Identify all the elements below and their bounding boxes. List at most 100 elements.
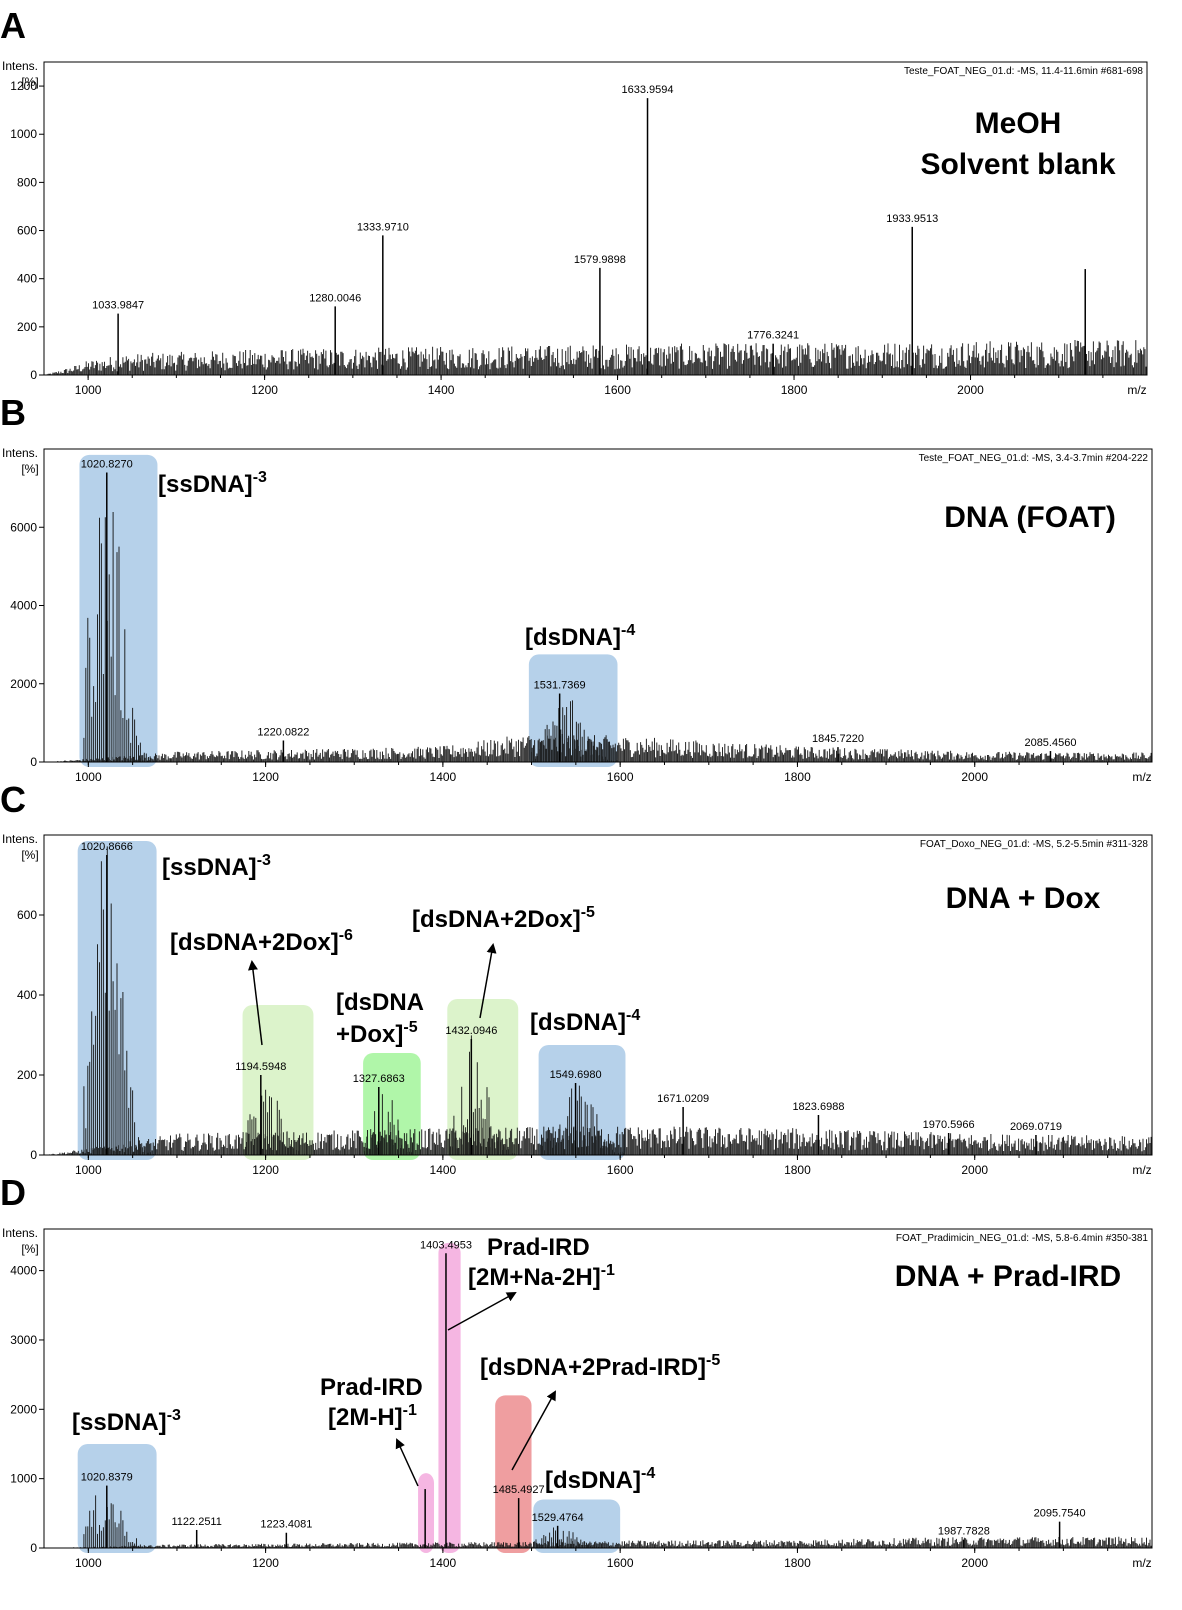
y-tick-label: 6000: [10, 520, 37, 534]
highlight-region: [438, 1242, 461, 1553]
x-tick-label: 1000: [75, 1163, 102, 1177]
plot-frame: [43, 1228, 1153, 1549]
x-axis-label: m/z: [1127, 383, 1146, 397]
annotation-label: Prad-IRD: [320, 1374, 423, 1401]
annotation-arrow: [395, 1438, 419, 1487]
peak-label: 1220.0822: [257, 726, 309, 738]
x-tick-label: 1200: [251, 383, 278, 397]
x-tick-label: 2000: [961, 1163, 988, 1177]
annotation-label: [2M+Na-2H]-1: [468, 1262, 615, 1291]
y-tick-label: 4000: [10, 599, 37, 613]
peak-label: 1845.7220: [812, 733, 864, 745]
panel-letter: A: [0, 5, 26, 46]
x-tick-label: 1000: [75, 770, 102, 784]
panel-title: DNA (FOAT): [944, 501, 1116, 534]
highlight-region: [495, 1395, 532, 1553]
peak-label: 1122.2511: [171, 1516, 221, 1528]
annotation-arrow: [247, 960, 263, 1046]
peak-label: 1020.8666: [81, 841, 133, 853]
x-tick-label: 1400: [430, 770, 457, 784]
y-axis-label: Intens.: [2, 446, 38, 460]
y-axis-label: Intens.: [2, 1226, 38, 1240]
peak-label: 1020.8379: [81, 1472, 133, 1484]
y-tick-label: 0: [30, 368, 37, 382]
x-tick-label: 1000: [75, 383, 102, 397]
region-label: [dsDNA]-4: [525, 622, 635, 651]
peak-label: 1327.6863: [353, 1073, 405, 1085]
peak-label: 1280.0046: [309, 292, 361, 304]
region-label: [ssDNA]-3: [162, 852, 271, 881]
spectrum-header: Teste_FOAT_NEG_01.d: -MS, 3.4-3.7min #20…: [919, 453, 1149, 464]
x-tick-label: 1800: [784, 1163, 811, 1177]
x-tick-label: 1800: [784, 1556, 811, 1570]
y-tick-label: 1000: [10, 1472, 37, 1486]
panel-letter: C: [0, 779, 26, 820]
peak-label: 1194.5948: [235, 1061, 286, 1073]
x-tick-label: 1600: [607, 1163, 634, 1177]
panel-title: DNA + Prad-IRD: [895, 1260, 1121, 1293]
y-axis-unit: [%]: [21, 75, 38, 89]
annotation-label: [dsDNA+2Prad-IRD]-5: [480, 1352, 720, 1381]
region-label: [dsDNA]-4: [545, 1465, 655, 1494]
x-tick-label: 1600: [607, 770, 634, 784]
y-tick-label: 400: [17, 988, 37, 1002]
x-tick-label: 2000: [961, 1556, 988, 1570]
peak-label: 1020.8270: [81, 458, 133, 470]
x-tick-label: 1200: [252, 770, 279, 784]
peak-label: 1823.6988: [792, 1101, 844, 1113]
spectrum-header: FOAT_Doxo_NEG_01.d: -MS, 5.2-5.5min #311…: [920, 839, 1149, 850]
x-tick-label: 1800: [781, 383, 808, 397]
peak-label: 2069.0719: [1010, 1121, 1062, 1133]
region-label: [dsDNA+2Dox]-5: [412, 904, 595, 933]
y-axis-label: Intens.: [2, 832, 38, 846]
y-tick-label: 2000: [10, 677, 37, 691]
y-tick-label: 2000: [10, 1402, 37, 1416]
x-tick-label: 1000: [75, 1556, 102, 1570]
x-tick-label: 1200: [252, 1163, 279, 1177]
x-tick-label: 2000: [957, 383, 984, 397]
x-axis-label: m/z: [1132, 1163, 1151, 1177]
y-tick-label: 600: [17, 908, 37, 922]
x-tick-label: 1600: [604, 383, 631, 397]
y-tick-label: 4000: [10, 1264, 37, 1278]
panel-letter: B: [0, 392, 26, 433]
y-tick-label: 200: [17, 1068, 37, 1082]
y-tick-label: 0: [30, 1541, 37, 1555]
peak-label: 1333.9710: [357, 221, 409, 233]
peak-label: 1970.5966: [923, 1119, 975, 1131]
x-tick-label: 1400: [430, 1556, 457, 1570]
peak-label: 1776.3241: [747, 330, 799, 342]
x-tick-label: 1400: [430, 1163, 457, 1177]
spectrum-noise: [47, 1495, 1152, 1548]
panel-title: DNA + Dox: [946, 882, 1101, 915]
panel-b: 1020.8270 1220.0822 1531.7369 1845.7220 2085…: [0, 392, 1153, 784]
y-axis-label: Intens.: [2, 59, 38, 73]
highlight-region: [77, 1443, 157, 1553]
y-tick-label: 600: [17, 224, 37, 238]
panel-title: MeOH: [975, 107, 1062, 140]
annotation-label: [2M-H]-1: [328, 1402, 417, 1431]
y-tick-label: 3000: [10, 1333, 37, 1347]
plot-frame: [43, 61, 1148, 376]
peak-label: 1987.7828: [938, 1526, 990, 1538]
y-tick-label: 1200: [10, 79, 37, 93]
peak-label: 1403.4953: [420, 1239, 472, 1251]
panel-a: 1033.9847 1280.0046 1333.9710 1579.9898 1633…: [0, 5, 1148, 397]
peak-label: 1933.9513: [886, 213, 938, 225]
y-axis-unit: [%]: [21, 462, 38, 476]
x-tick-label: 1200: [252, 1556, 279, 1570]
peak-label: 1531.7369: [534, 680, 586, 692]
peak-label: 1579.9898: [574, 254, 626, 266]
y-tick-label: 200: [17, 320, 37, 334]
annotation-arrow: [511, 1390, 556, 1471]
panel-c: 1020.8666 1194.5948 1327.6863 1432.0946 1549…: [0, 779, 1153, 1177]
x-axis-label: m/z: [1132, 1556, 1151, 1570]
annotation-arrow: [447, 1292, 517, 1331]
x-tick-label: 1400: [428, 383, 455, 397]
panel-d: 1020.8379 1122.2511 1223.4081 1403.4953 1485…: [0, 1172, 1153, 1570]
x-axis-label: m/z: [1132, 770, 1151, 784]
peak-label: 1549.6980: [550, 1069, 602, 1081]
peak-label: 1671.0209: [657, 1093, 709, 1105]
peak-label: 1633.9594: [622, 84, 674, 96]
